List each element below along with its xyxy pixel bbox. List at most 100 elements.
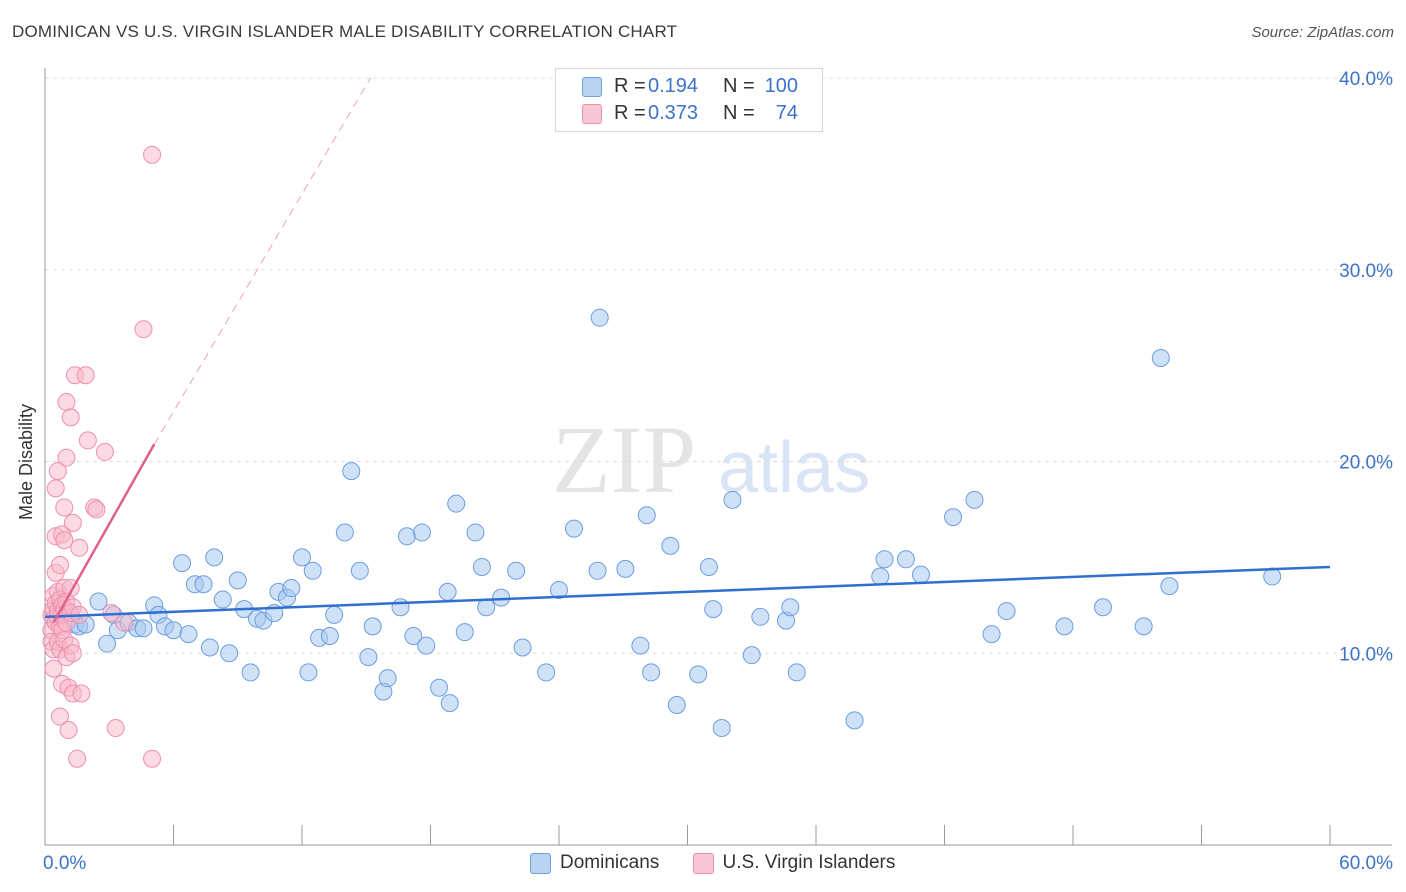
- data-point-dominicans: [871, 567, 890, 586]
- legend-swatch-pink: [692, 853, 714, 874]
- legend-r-label: R =: [614, 75, 646, 97]
- data-point-virgin-islanders: [57, 448, 76, 467]
- data-point-dominicans: [179, 625, 198, 644]
- data-point-virgin-islanders: [68, 749, 87, 768]
- data-point-dominicans: [550, 580, 568, 599]
- data-point-dominicans: [781, 598, 800, 617]
- data-point-dominicans: [455, 623, 474, 642]
- data-point-dominicans: [699, 557, 718, 576]
- legend-label-dominicans: Dominicans: [560, 852, 660, 873]
- data-point-virgin-islanders: [70, 538, 89, 557]
- data-point-dominicans: [440, 694, 459, 713]
- virgin-islanders-series: [42, 145, 162, 768]
- legend-r-value: 0.194: [648, 75, 699, 97]
- data-point-virgin-islanders: [48, 462, 67, 481]
- data-point-virgin-islanders: [63, 644, 82, 663]
- data-point-dominicans: [965, 490, 984, 509]
- data-point-virgin-islanders: [46, 479, 65, 498]
- data-point-virgin-islanders: [57, 393, 76, 412]
- legend-r-value: 0.373: [648, 102, 699, 124]
- tick-labels: 10.0% 20.0% 30.0% 40.0% 0.0% 60.0%: [43, 69, 1393, 874]
- data-point-virgin-islanders: [61, 408, 80, 427]
- y-tick-label: 40.0%: [1339, 69, 1393, 90]
- gridlines: [45, 77, 1392, 654]
- data-point-virgin-islanders: [87, 500, 106, 519]
- data-point-dominicans: [723, 490, 742, 509]
- data-point-virgin-islanders: [50, 707, 69, 726]
- data-point-dominicans: [320, 626, 339, 645]
- data-point-dominicans: [637, 506, 656, 525]
- data-point-virgin-islanders: [143, 749, 162, 768]
- data-point-dominicans: [98, 634, 117, 653]
- data-point-dominicans: [378, 669, 397, 688]
- data-point-virgin-islanders: [106, 719, 125, 738]
- data-point-dominicans: [1134, 617, 1153, 636]
- data-point-virgin-islanders: [59, 720, 78, 739]
- series-legend: Dominicans U.S. Virgin Islanders: [530, 852, 923, 874]
- data-point-virgin-islanders: [44, 659, 63, 678]
- data-point-virgin-islanders: [55, 531, 74, 550]
- data-point-dominicans: [845, 711, 864, 730]
- data-point-dominicans: [477, 598, 496, 617]
- dominicans-series: [50, 308, 1282, 738]
- data-point-dominicans: [616, 559, 635, 578]
- y-tick-label: 10.0%: [1339, 644, 1393, 665]
- data-point-virgin-islanders: [95, 442, 114, 461]
- trend-line-virgin-islanders: [52, 443, 156, 624]
- data-point-dominicans: [228, 571, 247, 590]
- data-point-dominicans: [412, 523, 431, 542]
- data-point-dominicans: [1093, 598, 1112, 617]
- data-point-dominicans: [293, 548, 311, 567]
- trend-line-virgin-islanders-extension: [153, 77, 371, 445]
- data-point-dominicans: [1160, 577, 1179, 596]
- data-point-dominicans: [513, 638, 532, 657]
- data-point-dominicans: [205, 548, 224, 567]
- legend-label-virgin-islanders: U.S. Virgin Islanders: [722, 852, 896, 873]
- trend-lines: [44, 77, 1331, 624]
- legend-n-label: N =: [723, 75, 755, 97]
- x-tick-label-min: 0.0%: [43, 853, 86, 874]
- source-label: Source: ZipAtlas.com: [1251, 24, 1394, 41]
- data-point-dominicans: [537, 663, 556, 682]
- data-point-dominicans: [200, 638, 219, 657]
- data-point-dominicans: [1151, 348, 1170, 367]
- data-point-dominicans: [391, 598, 410, 617]
- data-point-dominicans: [472, 557, 491, 576]
- data-point-dominicans: [667, 696, 686, 715]
- trend-line-dominicans: [44, 565, 1331, 619]
- data-point-dominicans: [173, 554, 192, 573]
- data-point-dominicans: [997, 602, 1016, 621]
- data-point-virgin-islanders: [55, 498, 74, 517]
- data-point-dominicans: [325, 605, 344, 624]
- data-point-virgin-islanders: [63, 513, 82, 532]
- legend-n-value: 100: [764, 75, 798, 97]
- data-point-dominicans: [134, 619, 153, 638]
- legend-swatch-pink: [582, 104, 602, 124]
- legend-n-value: 74: [775, 102, 798, 124]
- data-point-virgin-islanders: [115, 613, 134, 632]
- data-point-dominicans: [982, 625, 1001, 644]
- data-point-dominicans: [466, 523, 485, 542]
- data-point-dominicans: [164, 621, 183, 640]
- data-point-virgin-islanders: [76, 366, 95, 385]
- data-point-dominicans: [642, 663, 661, 682]
- data-point-virgin-islanders: [78, 431, 97, 450]
- data-point-dominicans: [588, 561, 607, 580]
- data-point-dominicans: [303, 561, 322, 580]
- data-point-dominicans: [241, 663, 260, 682]
- data-point-dominicans: [875, 550, 894, 569]
- y-tick-label: 30.0%: [1339, 261, 1393, 282]
- data-point-dominicans: [712, 719, 731, 738]
- data-point-dominicans: [335, 523, 354, 542]
- data-point-dominicans: [404, 626, 423, 645]
- legend-item-dominicans[interactable]: Dominicans: [530, 852, 659, 874]
- y-tick-label: 20.0%: [1339, 453, 1393, 474]
- data-point-dominicans: [363, 617, 382, 636]
- data-point-virgin-islanders: [72, 684, 91, 703]
- legend-item-virgin-islanders[interactable]: U.S. Virgin Islanders: [692, 852, 896, 874]
- legend-swatch-blue: [530, 853, 551, 874]
- data-point-dominicans: [342, 462, 361, 481]
- legend-r-label: R =: [614, 102, 646, 124]
- legend-row-virgin-islanders: R = 0.373 N = 74: [556, 101, 822, 127]
